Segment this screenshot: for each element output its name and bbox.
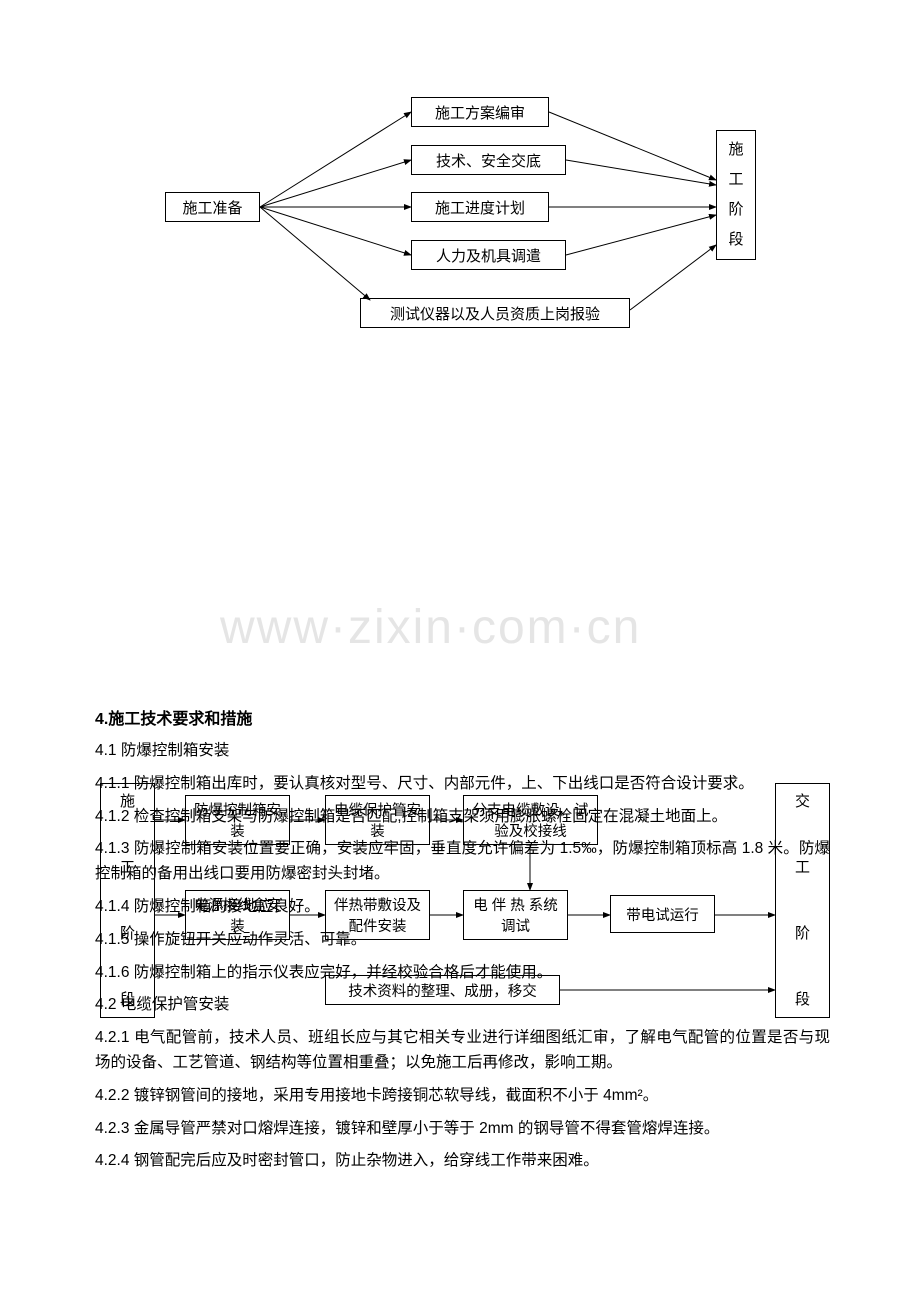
- content-section: 4.施工技术要求和措施 4.1 防爆控制箱安装 4.1.1 防爆控制箱出库时，要…: [95, 705, 830, 1182]
- d1-mid-2-label: 施工进度计划: [435, 197, 525, 218]
- d1-mid-1: 技术、安全交底: [411, 145, 566, 175]
- d1-mid-3-label: 人力及机具调遣: [436, 245, 541, 266]
- d1-mid-0-label: 施工方案编审: [435, 102, 525, 123]
- d1-bottom-label: 测试仪器以及人员资质上岗报验: [390, 303, 600, 324]
- p-4-1-3: 4.1.3 防爆控制箱安装位置要正确，安装应牢固，垂直度允许偏差为 1.5‰，防…: [95, 837, 830, 887]
- p-4-2-2: 4.2.2 镀锌钢管间的接地，采用专用接地卡跨接铜芯软导线，截面积不小于 4mm…: [95, 1084, 830, 1109]
- d1-mid-3: 人力及机具调遣: [411, 240, 566, 270]
- diagram-preparation: 施工准备 施工方案编审 技术、安全交底 施工进度计划 人力及机具调遣 测试仪器以…: [0, 0, 920, 350]
- p-4-1: 4.1 防爆控制箱安装: [95, 739, 830, 764]
- p-4-1-6: 4.1.6 防爆控制箱上的指示仪表应完好，并经校验合格后才能使用。: [95, 961, 830, 986]
- d1-mid-2: 施工进度计划: [411, 192, 549, 222]
- d1-mid-1-label: 技术、安全交底: [436, 150, 541, 171]
- d1-start: 施工准备: [165, 192, 260, 222]
- p-4-2: 4.2 电缆保护管安装: [95, 993, 830, 1018]
- d1-start-label: 施工准备: [182, 197, 242, 218]
- d1-end-label: 施 工 阶 段: [728, 135, 743, 255]
- p-4-1-4: 4.1.4 防爆控制箱的接地应良好。: [95, 895, 830, 920]
- watermark-text: www·zixin·com·cn: [220, 601, 641, 654]
- watermark: www·zixin·com·cn: [220, 600, 641, 655]
- section-heading: 4.施工技术要求和措施: [95, 705, 830, 729]
- p-4-2-4: 4.2.4 钢管配完后应及时密封管口，防止杂物进入，给穿线工作带来困难。: [95, 1149, 830, 1174]
- d1-end: 施 工 阶 段: [716, 130, 756, 260]
- p-4-2-1: 4.2.1 电气配管前，技术人员、班组长应与其它相关专业进行详细图纸汇审，了解电…: [95, 1026, 830, 1076]
- p-4-1-2: 4.1.2 检查控制箱支架与防爆控制箱是否匹配,控制箱支架须用膨胀螺栓固定在混凝…: [95, 805, 830, 830]
- p-4-2-3: 4.2.3 金属导管严禁对口熔焊连接，镀锌和壁厚小于等于 2mm 的钢导管不得套…: [95, 1117, 830, 1142]
- p-4-1-5: 4.1.5 操作旋钮开关应动作灵活、可靠。: [95, 928, 830, 953]
- p-4-1-1: 4.1.1 防爆控制箱出库时，要认真核对型号、尺寸、内部元件，上、下出线口是否符…: [95, 772, 830, 797]
- d1-bottom: 测试仪器以及人员资质上岗报验: [360, 298, 630, 328]
- d1-mid-0: 施工方案编审: [411, 97, 549, 127]
